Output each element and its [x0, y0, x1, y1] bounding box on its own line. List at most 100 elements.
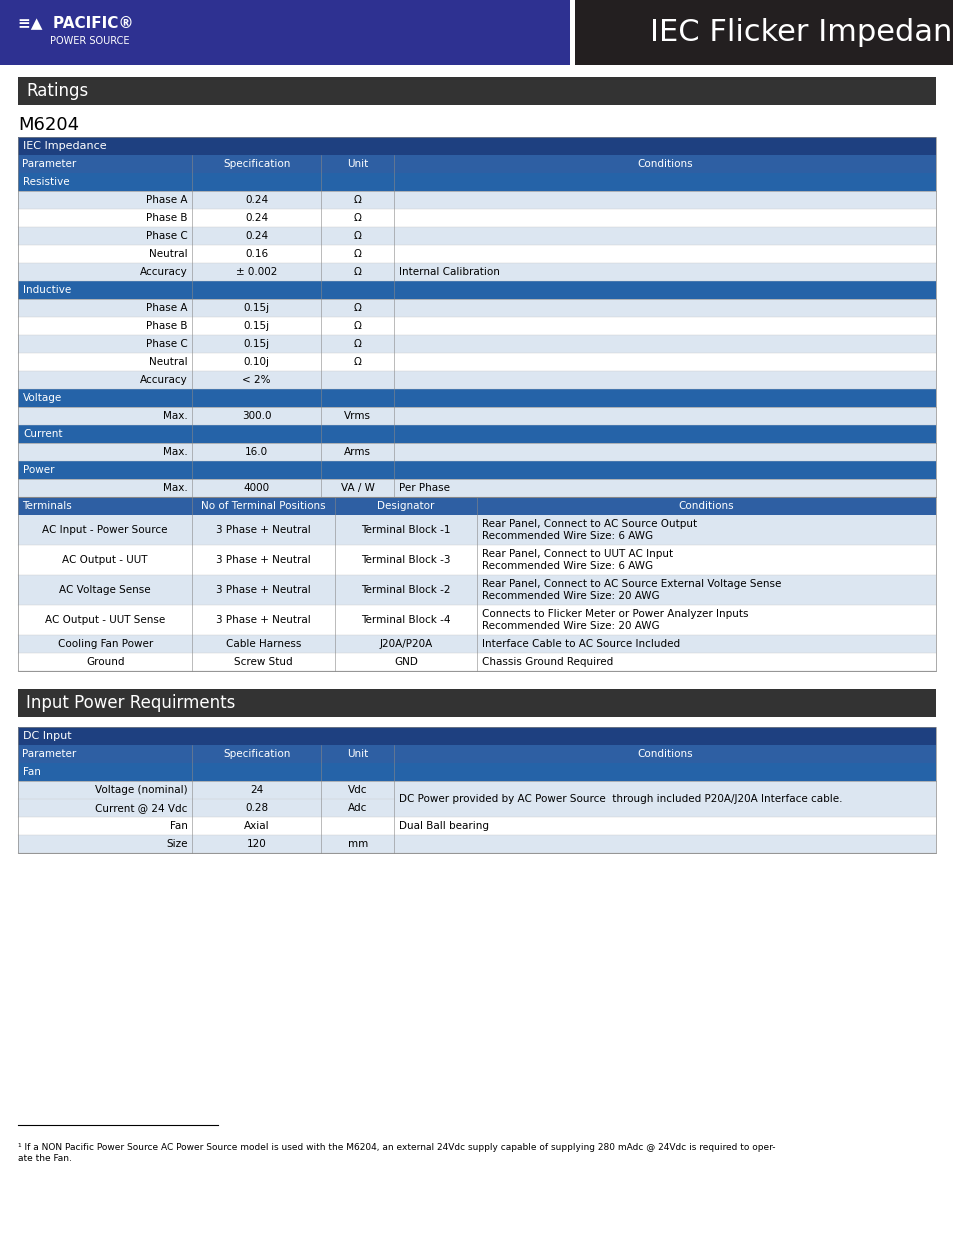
- Text: 0.15j: 0.15j: [243, 303, 270, 312]
- Text: Connects to Flicker Meter or Power Analyzer Inputs
Recommended Wire Size: 20 AWG: Connects to Flicker Meter or Power Analy…: [481, 609, 748, 631]
- Text: Terminal Block -2: Terminal Block -2: [361, 585, 450, 595]
- Bar: [18, 545, 935, 576]
- Bar: [18, 209, 935, 227]
- Text: 120: 120: [247, 839, 266, 848]
- Text: Ω: Ω: [354, 249, 361, 259]
- Text: Accuracy: Accuracy: [139, 375, 187, 385]
- Text: 24: 24: [250, 785, 263, 795]
- Text: POWER SOURCE: POWER SOURCE: [50, 36, 130, 46]
- Bar: [18, 461, 935, 479]
- Bar: [18, 335, 935, 353]
- Bar: [18, 515, 935, 545]
- Text: ± 0.002: ± 0.002: [235, 267, 277, 277]
- Text: Unit: Unit: [347, 159, 368, 169]
- Text: Conditions: Conditions: [637, 748, 692, 760]
- Text: Rear Panel, Connect to AC Source External Voltage Sense
Recommended Wire Size: 2: Rear Panel, Connect to AC Source Externa…: [481, 579, 781, 601]
- Text: Dual Ball bearing: Dual Ball bearing: [399, 821, 489, 831]
- Bar: [18, 317, 935, 335]
- Bar: [18, 745, 935, 763]
- Text: DC Input: DC Input: [23, 731, 71, 741]
- Text: Ω: Ω: [354, 195, 361, 205]
- Text: Phase B: Phase B: [146, 212, 187, 224]
- Text: Specification: Specification: [223, 159, 290, 169]
- Text: Current: Current: [23, 429, 63, 438]
- Text: VA / W: VA / W: [340, 483, 375, 493]
- Text: 0.24: 0.24: [245, 231, 268, 241]
- Text: Terminals: Terminals: [22, 501, 71, 511]
- Text: Rear Panel, Connect to UUT AC Input
Recommended Wire Size: 6 AWG: Rear Panel, Connect to UUT AC Input Reco…: [481, 548, 673, 572]
- Bar: [18, 191, 935, 209]
- Text: AC Output - UUT: AC Output - UUT: [62, 555, 148, 564]
- Text: Current @ 24 Vdc: Current @ 24 Vdc: [95, 803, 187, 813]
- Text: Phase B: Phase B: [146, 321, 187, 331]
- Text: Size: Size: [166, 839, 187, 848]
- Text: 0.16: 0.16: [245, 249, 268, 259]
- Bar: [18, 137, 935, 496]
- Text: Input Power Requirments: Input Power Requirments: [26, 694, 235, 713]
- Bar: [18, 263, 935, 282]
- Text: No of Terminal Positions: No of Terminal Positions: [201, 501, 326, 511]
- Bar: [18, 173, 935, 191]
- Text: ¹ If a NON Pacific Power Source AC Power Source model is used with the M6204, an: ¹ If a NON Pacific Power Source AC Power…: [18, 1144, 775, 1163]
- Bar: [575, 0, 953, 65]
- Bar: [18, 408, 935, 425]
- Bar: [18, 353, 935, 370]
- Text: Chassis Ground Required: Chassis Ground Required: [481, 657, 613, 667]
- Text: Vrms: Vrms: [344, 411, 371, 421]
- Text: Cable Harness: Cable Harness: [226, 638, 301, 650]
- Bar: [18, 282, 935, 299]
- Text: Neutral: Neutral: [149, 249, 187, 259]
- Text: ≡▲  PACIFIC®: ≡▲ PACIFIC®: [18, 15, 133, 30]
- Text: Inductive: Inductive: [23, 285, 71, 295]
- Text: Voltage: Voltage: [23, 393, 62, 403]
- Text: 16.0: 16.0: [245, 447, 268, 457]
- Text: 0.28: 0.28: [245, 803, 268, 813]
- Text: Ω: Ω: [354, 303, 361, 312]
- Text: Ω: Ω: [354, 267, 361, 277]
- Text: Conditions: Conditions: [637, 159, 692, 169]
- Bar: [18, 245, 935, 263]
- Bar: [18, 576, 935, 605]
- Text: J20A/P20A: J20A/P20A: [379, 638, 432, 650]
- Text: Ω: Ω: [354, 212, 361, 224]
- Text: Terminal Block -4: Terminal Block -4: [361, 615, 450, 625]
- Text: Per Phase: Per Phase: [399, 483, 450, 493]
- Text: Ω: Ω: [354, 321, 361, 331]
- Text: Fan: Fan: [170, 821, 187, 831]
- Text: 3 Phase + Neutral: 3 Phase + Neutral: [216, 585, 311, 595]
- Bar: [18, 781, 935, 818]
- Text: 0.15j: 0.15j: [243, 338, 270, 350]
- Text: Accuracy: Accuracy: [139, 267, 187, 277]
- Bar: [18, 727, 935, 745]
- Text: Screw Stud: Screw Stud: [234, 657, 293, 667]
- Text: Phase C: Phase C: [146, 231, 187, 241]
- Text: 4000: 4000: [243, 483, 270, 493]
- Text: M6204: M6204: [18, 116, 79, 135]
- Text: Phase C: Phase C: [146, 338, 187, 350]
- Text: mm: mm: [347, 839, 368, 848]
- Text: 0.10j: 0.10j: [243, 357, 270, 367]
- Text: Fan: Fan: [23, 767, 41, 777]
- Text: Neutral: Neutral: [149, 357, 187, 367]
- Text: Conditions: Conditions: [678, 501, 734, 511]
- Text: Arms: Arms: [344, 447, 371, 457]
- Text: Ω: Ω: [354, 357, 361, 367]
- Text: Max.: Max.: [163, 447, 187, 457]
- Text: AC Input - Power Source: AC Input - Power Source: [43, 525, 168, 535]
- Bar: [18, 137, 935, 156]
- Text: < 2%: < 2%: [242, 375, 271, 385]
- Text: Ω: Ω: [354, 231, 361, 241]
- Bar: [18, 389, 935, 408]
- Text: Rear Panel, Connect to AC Source Output
Recommended Wire Size: 6 AWG: Rear Panel, Connect to AC Source Output …: [481, 519, 697, 541]
- Bar: [18, 227, 935, 245]
- Text: 0.24: 0.24: [245, 195, 268, 205]
- Bar: [0, 0, 569, 65]
- Bar: [18, 77, 935, 105]
- Text: 0.24: 0.24: [245, 212, 268, 224]
- Text: Designator: Designator: [376, 501, 434, 511]
- Text: 3 Phase + Neutral: 3 Phase + Neutral: [216, 525, 311, 535]
- Text: Max.: Max.: [163, 411, 187, 421]
- Bar: [18, 479, 935, 496]
- Bar: [18, 653, 935, 671]
- Text: 300.0: 300.0: [242, 411, 272, 421]
